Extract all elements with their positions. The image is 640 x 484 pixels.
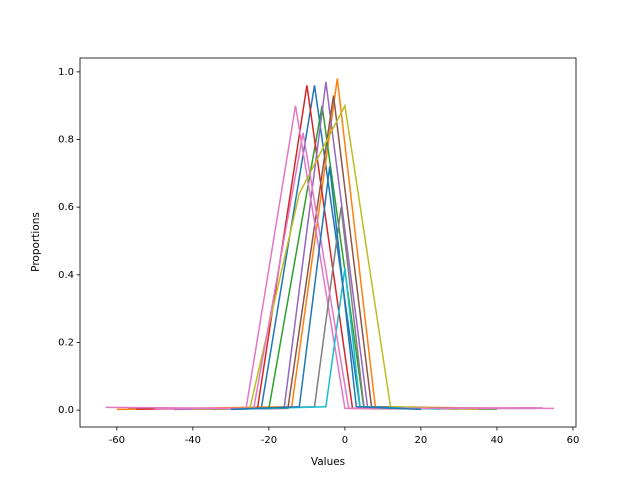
data-line	[116, 78, 516, 411]
x-tick-label: -20	[261, 435, 277, 446]
data-line	[154, 132, 554, 410]
y-tick-label: 0.2	[58, 337, 74, 348]
y-tick-label: 0.8	[58, 135, 74, 146]
data-line	[230, 166, 421, 411]
axes-frame	[79, 57, 577, 428]
plot-area	[105, 78, 554, 411]
x-axis-title: Values	[311, 456, 345, 468]
x-tick-label: 60	[567, 435, 580, 446]
x-tick-label: 20	[415, 435, 428, 446]
y-tick-label: 0.0	[58, 405, 74, 416]
x-tick-label: -60	[109, 435, 125, 446]
x-tick-label: -40	[185, 435, 201, 446]
y-tick-label: 0.6	[58, 202, 74, 213]
x-tick-label: 0	[342, 435, 348, 446]
y-tick-label: 1.0	[58, 67, 74, 78]
x-tick-label: 40	[491, 435, 504, 446]
y-axis-title: Proportions	[30, 212, 42, 272]
y-tick-label: 0.4	[58, 270, 74, 281]
